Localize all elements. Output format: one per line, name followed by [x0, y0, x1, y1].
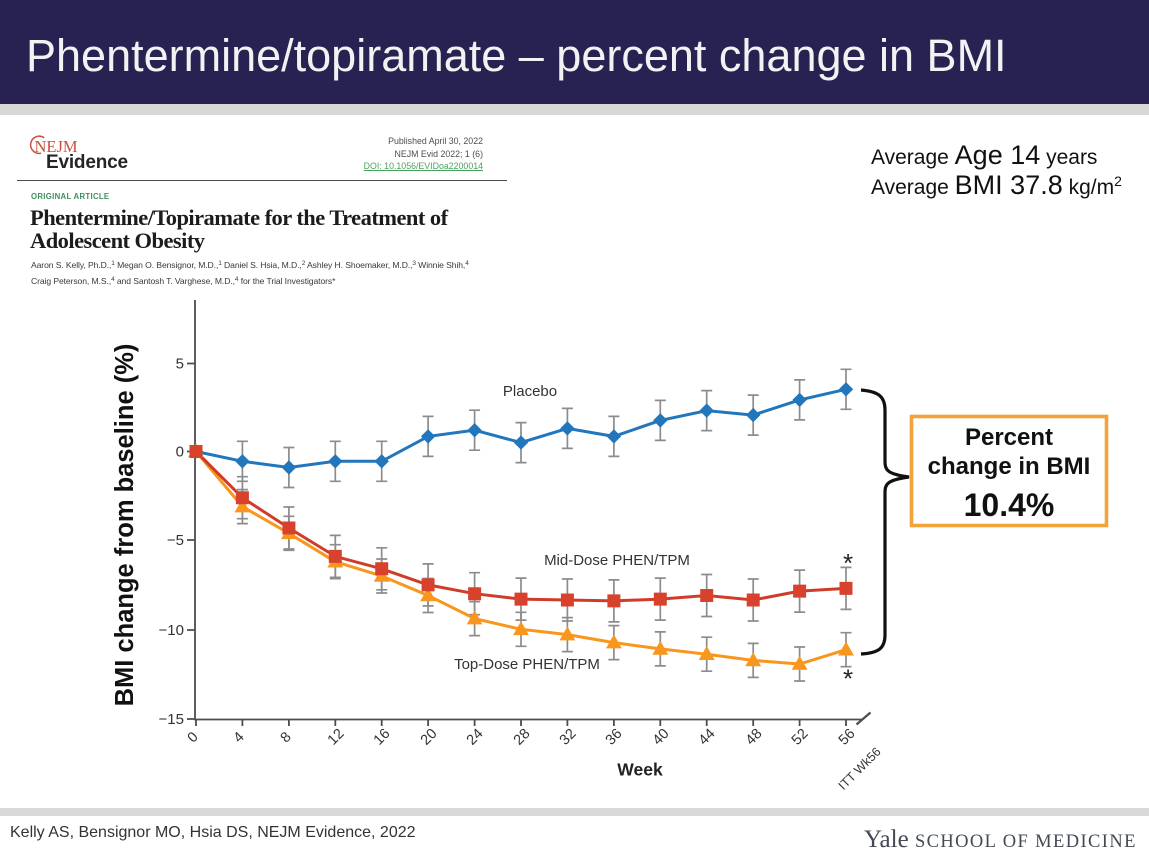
svg-text:Top-Dose PHEN/TPM: Top-Dose PHEN/TPM	[454, 656, 600, 673]
svg-text:*: *	[843, 548, 853, 578]
svg-text:0: 0	[176, 444, 184, 461]
svg-text:Mid-Dose PHEN/TPM: Mid-Dose PHEN/TPM	[544, 552, 690, 569]
svg-text:Percent: Percent	[965, 424, 1053, 451]
svg-text:4: 4	[231, 729, 248, 746]
svg-text:change in BMI: change in BMI	[928, 453, 1091, 480]
svg-text:48: 48	[743, 726, 766, 749]
svg-text:40: 40	[650, 726, 673, 749]
svg-text:24: 24	[464, 726, 487, 749]
svg-text:−15: −15	[159, 711, 184, 728]
svg-text:BMI change from baseline (%): BMI change from baseline (%)	[111, 344, 139, 707]
svg-text:28: 28	[511, 726, 534, 749]
svg-text:20: 20	[418, 726, 441, 749]
svg-text:52: 52	[789, 726, 812, 749]
svg-text:5: 5	[176, 356, 184, 373]
svg-text:32: 32	[557, 726, 580, 749]
svg-text:10.4%: 10.4%	[964, 487, 1055, 523]
svg-text:*: *	[843, 664, 853, 694]
svg-text:Week: Week	[617, 760, 663, 780]
svg-text:44: 44	[696, 726, 719, 749]
svg-text:12: 12	[325, 726, 348, 749]
svg-text:ITT Wk56: ITT Wk56	[836, 745, 884, 793]
svg-text:−5: −5	[167, 532, 184, 549]
svg-text:0: 0	[185, 729, 202, 746]
svg-text:56: 56	[836, 726, 859, 749]
svg-text:Placebo: Placebo	[503, 383, 557, 400]
svg-text:8: 8	[278, 729, 295, 746]
svg-text:−10: −10	[159, 622, 184, 639]
svg-text:16: 16	[371, 726, 394, 749]
svg-text:36: 36	[603, 726, 626, 749]
